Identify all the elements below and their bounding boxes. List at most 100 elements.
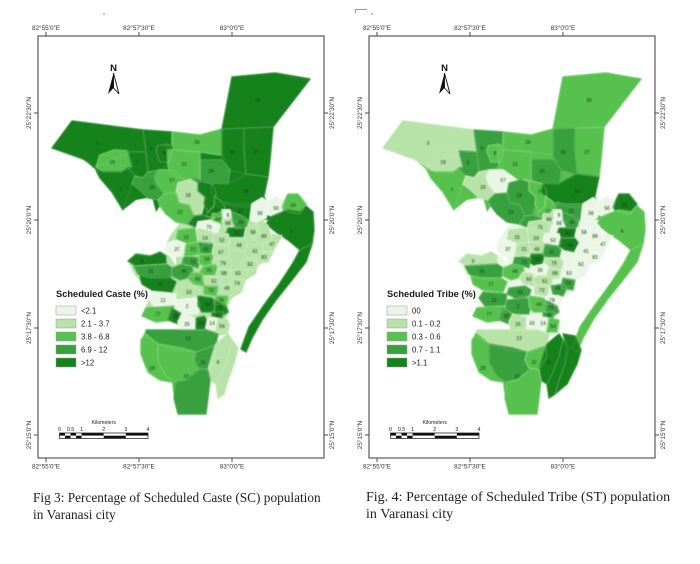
svg-text:22: 22 xyxy=(177,210,183,216)
svg-text:18: 18 xyxy=(516,193,522,199)
svg-text:8: 8 xyxy=(494,151,497,157)
svg-text:57: 57 xyxy=(500,178,506,184)
svg-text:34: 34 xyxy=(290,203,296,209)
svg-text:83°0'0"E: 83°0'0"E xyxy=(551,463,576,471)
svg-text:10: 10 xyxy=(514,374,520,380)
svg-text:76: 76 xyxy=(217,305,223,311)
svg-text:5: 5 xyxy=(136,160,139,166)
svg-text:4: 4 xyxy=(290,229,293,235)
svg-text:25°15'0"N: 25°15'0"N xyxy=(25,420,33,449)
svg-text:82°57'30"E: 82°57'30"E xyxy=(454,24,486,32)
svg-text:0: 0 xyxy=(58,427,61,433)
svg-text:63: 63 xyxy=(566,271,572,277)
svg-text:66: 66 xyxy=(215,217,221,223)
svg-text:Scheduled Caste (%): Scheduled Caste (%) xyxy=(56,289,148,299)
svg-text:Scheduled Tribe (%): Scheduled Tribe (%) xyxy=(387,289,476,299)
svg-text:41: 41 xyxy=(583,249,589,255)
svg-text:28: 28 xyxy=(149,366,155,372)
svg-text:52: 52 xyxy=(550,238,556,244)
svg-text:N: N xyxy=(110,63,117,74)
svg-text:25°20'0"N: 25°20'0"N xyxy=(356,205,364,234)
svg-text:49: 49 xyxy=(555,286,561,292)
svg-text:62: 62 xyxy=(247,262,253,268)
svg-text:15: 15 xyxy=(183,235,189,241)
svg-text:44: 44 xyxy=(536,302,542,308)
svg-text:39: 39 xyxy=(546,313,552,319)
svg-text:83°0'0"E: 83°0'0"E xyxy=(551,24,576,32)
svg-text:73: 73 xyxy=(190,260,196,266)
svg-text:19: 19 xyxy=(109,160,115,166)
svg-text:33: 33 xyxy=(512,162,518,168)
svg-text:3.8 - 6.8: 3.8 - 6.8 xyxy=(81,333,110,342)
svg-text:9: 9 xyxy=(472,259,475,265)
svg-text:24: 24 xyxy=(533,236,539,242)
svg-text:3: 3 xyxy=(427,141,430,147)
svg-text:78: 78 xyxy=(549,298,555,304)
svg-text:39: 39 xyxy=(215,313,221,319)
svg-text:79: 79 xyxy=(551,261,557,267)
svg-text:31: 31 xyxy=(148,269,154,275)
svg-text:26: 26 xyxy=(525,140,531,146)
svg-text:0.5: 0.5 xyxy=(398,427,406,433)
svg-text:11: 11 xyxy=(545,209,551,215)
svg-text:74: 74 xyxy=(565,281,571,287)
svg-text:25°22'30"N: 25°22'30"N xyxy=(25,97,33,129)
svg-text:83°0'0"E: 83°0'0"E xyxy=(220,24,245,32)
svg-text:3: 3 xyxy=(96,141,99,147)
svg-text:29: 29 xyxy=(539,169,545,175)
svg-text:82°55'0"E: 82°55'0"E xyxy=(32,463,60,471)
svg-text:13: 13 xyxy=(516,336,522,342)
svg-text:83°0'0"E: 83°0'0"E xyxy=(220,463,245,471)
svg-text:47: 47 xyxy=(269,242,275,248)
svg-text:2.1 - 3.7: 2.1 - 3.7 xyxy=(81,320,110,329)
svg-text:74: 74 xyxy=(234,281,240,287)
svg-text:8: 8 xyxy=(558,213,561,219)
svg-text:1: 1 xyxy=(80,427,83,433)
svg-text:25°20'0"N: 25°20'0"N xyxy=(328,205,336,234)
svg-text:2: 2 xyxy=(102,427,105,433)
svg-text:20: 20 xyxy=(480,185,486,191)
svg-text:32: 32 xyxy=(200,360,206,366)
svg-text:2: 2 xyxy=(517,304,520,310)
svg-text:40: 40 xyxy=(512,269,518,275)
svg-text:17: 17 xyxy=(157,282,163,288)
svg-text:28: 28 xyxy=(480,366,486,372)
svg-text:Kilometers: Kilometers xyxy=(422,420,447,426)
svg-text:26: 26 xyxy=(194,140,200,146)
svg-text:25°15'0"N: 25°15'0"N xyxy=(659,420,667,449)
svg-text:25°20'0"N: 25°20'0"N xyxy=(25,205,33,234)
svg-text:16: 16 xyxy=(574,189,580,195)
svg-text:35: 35 xyxy=(206,268,212,274)
svg-text:32: 32 xyxy=(531,360,537,366)
svg-text:8: 8 xyxy=(163,151,166,157)
svg-text:72: 72 xyxy=(208,288,214,294)
svg-text:77: 77 xyxy=(486,312,492,318)
svg-text:58: 58 xyxy=(250,230,256,236)
svg-text:83: 83 xyxy=(592,255,598,261)
svg-text:21: 21 xyxy=(190,247,196,253)
svg-text:22: 22 xyxy=(508,210,514,216)
svg-text:29: 29 xyxy=(208,169,214,175)
svg-text:8: 8 xyxy=(227,213,230,219)
svg-text:0.7 - 1.1: 0.7 - 1.1 xyxy=(412,346,441,355)
svg-text:N: N xyxy=(441,63,448,74)
svg-text:11: 11 xyxy=(214,209,220,215)
svg-text:43: 43 xyxy=(198,321,204,327)
svg-text:25°17'30"N: 25°17'30"N xyxy=(328,312,336,344)
svg-text:66: 66 xyxy=(546,217,552,223)
svg-text:82°55'0"E: 82°55'0"E xyxy=(363,24,391,32)
svg-text:9: 9 xyxy=(141,259,144,265)
svg-text:38: 38 xyxy=(172,314,178,320)
svg-text:53: 53 xyxy=(186,290,192,296)
svg-text:45: 45 xyxy=(203,247,209,253)
svg-text:82: 82 xyxy=(565,231,571,237)
svg-text:0.5: 0.5 xyxy=(67,427,75,433)
svg-text:25°17'30"N: 25°17'30"N xyxy=(356,312,364,344)
svg-text:89: 89 xyxy=(592,234,598,240)
svg-text:82°57'30"E: 82°57'30"E xyxy=(123,463,155,471)
svg-text:5: 5 xyxy=(467,160,470,166)
svg-text:67: 67 xyxy=(218,250,224,256)
svg-text:68: 68 xyxy=(556,221,562,227)
svg-text:14: 14 xyxy=(209,321,215,327)
svg-text:13: 13 xyxy=(185,336,191,342)
